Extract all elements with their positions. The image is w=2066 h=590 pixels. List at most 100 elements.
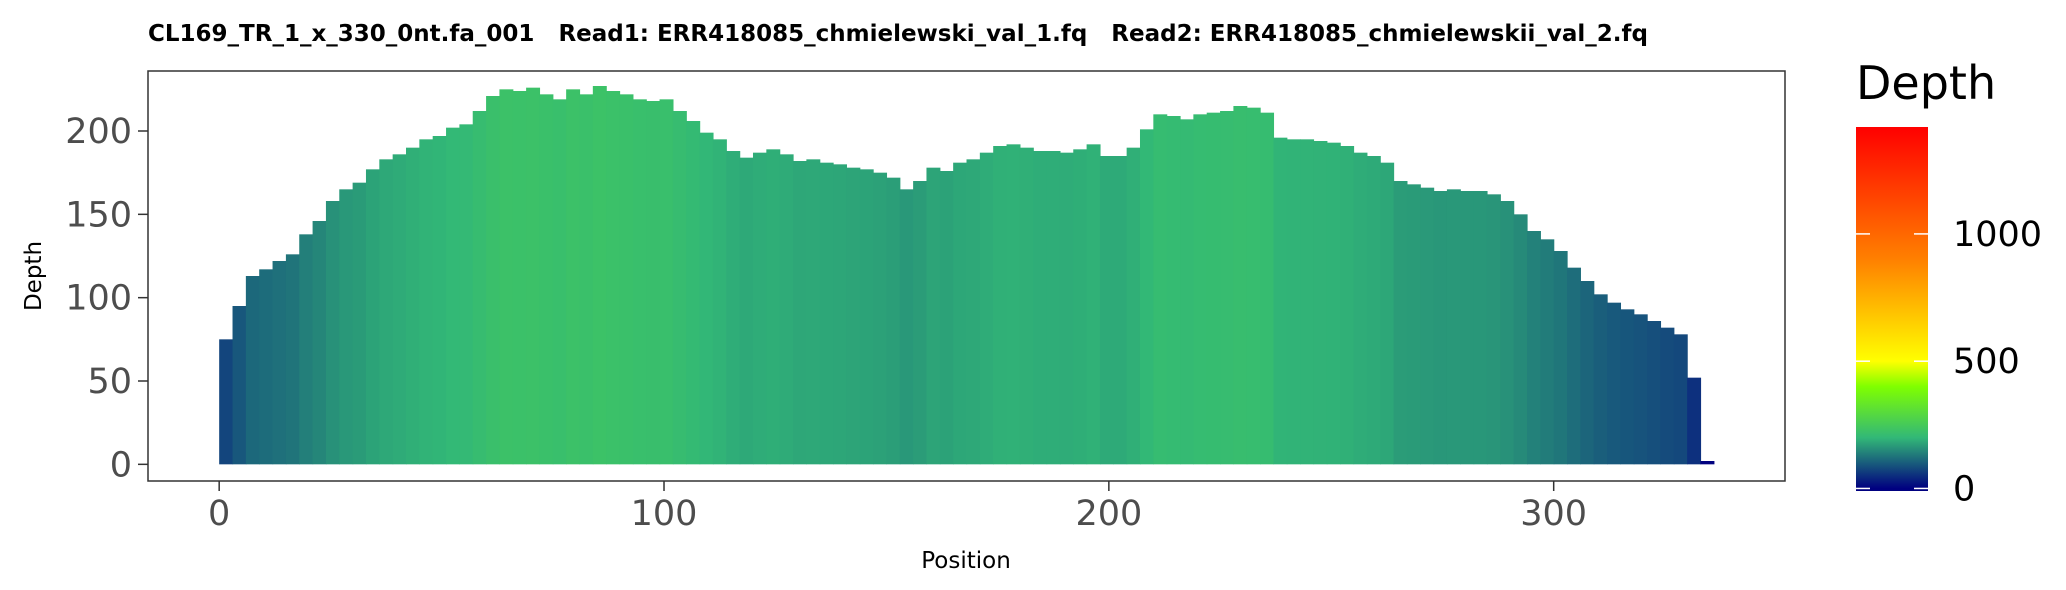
depth-bar (1139, 129, 1154, 465)
depth-bar (1019, 147, 1034, 465)
plot-panel-border (147, 70, 1786, 482)
depth-bar (339, 189, 354, 465)
depth-bar (1260, 112, 1275, 465)
depth-bar (806, 159, 821, 465)
depth-bar (1607, 302, 1622, 465)
depth-bar (1113, 156, 1128, 465)
depth-bar (1166, 116, 1181, 465)
depth-bar (1687, 377, 1702, 465)
depth-bar (499, 89, 514, 465)
depth-bar (1593, 294, 1608, 465)
depth-bar (459, 124, 474, 465)
y-tick-label: 200 (65, 112, 132, 152)
depth-bar (1500, 201, 1515, 465)
depth-bar (259, 269, 274, 465)
depth-bar (325, 201, 340, 465)
depth-bar (1567, 267, 1581, 465)
depth-bar (1380, 162, 1395, 465)
depth-bar (539, 94, 554, 465)
depth-bar (312, 221, 327, 465)
depth-bar (446, 127, 460, 465)
depth-bar (606, 91, 621, 465)
depth-bar (886, 177, 901, 465)
depth-bar (966, 159, 981, 465)
x-axis: 0 100 200 300 (208, 481, 1587, 534)
depth-bar (859, 169, 874, 465)
depth-bar (913, 181, 928, 465)
depth-bar (953, 162, 968, 465)
depth-bar (365, 169, 380, 465)
depth-bar (686, 121, 701, 465)
y-axis: 0 50 100 150 200 (65, 112, 148, 485)
x-tick-label: 100 (631, 494, 698, 534)
legend-tick-label: 500 (1953, 342, 2020, 382)
depth-bar (739, 157, 754, 465)
depth-bar (432, 136, 447, 465)
depth-bar (512, 91, 527, 465)
depth-bar (1193, 114, 1208, 465)
depth-bar (979, 152, 994, 465)
depth-bar (245, 276, 260, 465)
depth-bar (1286, 139, 1301, 465)
depth-bar (486, 96, 501, 465)
depth-bar (1460, 191, 1475, 465)
depth-bar (1059, 152, 1074, 465)
depth-bar (819, 162, 834, 465)
legend: Depth 0 500 1000 (1856, 56, 2042, 509)
depth-bar (712, 139, 727, 465)
depth-bar (766, 149, 781, 465)
depth-bar (899, 189, 914, 465)
depth-bar (672, 111, 687, 465)
depth-bar (793, 161, 807, 465)
depth-bar (1406, 184, 1421, 465)
depth-bar (1473, 191, 1488, 465)
depth-bar (285, 254, 300, 465)
depth-bar (392, 154, 407, 465)
depth-bar (1540, 239, 1555, 465)
depth-bar (726, 151, 741, 465)
depth-bar (779, 154, 794, 465)
depth-bar (406, 147, 420, 465)
depth-bar (1660, 327, 1675, 465)
depth-bar (1220, 111, 1235, 465)
depth-bar (926, 167, 941, 465)
depth-bar (846, 167, 861, 465)
depth-bar (1233, 106, 1248, 465)
depth-bar (632, 99, 647, 465)
depth-bar (1046, 151, 1061, 465)
depth-bar (699, 132, 714, 465)
depth-bar (352, 182, 367, 465)
depth-bar (566, 89, 581, 465)
x-axis-label: Position (921, 548, 1011, 574)
depth-bar (752, 152, 767, 465)
depth-bar (1340, 146, 1355, 465)
y-tick-label: 100 (65, 279, 132, 319)
depth-bar (272, 261, 287, 465)
depth-bar (1420, 187, 1435, 465)
depth-bar (1486, 194, 1501, 465)
depth-bar (939, 171, 954, 465)
depth-bar (1153, 114, 1168, 465)
depth-bar (1313, 141, 1328, 465)
depth-bar (1647, 321, 1662, 465)
depth-bar (833, 164, 847, 465)
depth-bar (1673, 334, 1688, 465)
x-tick-label: 300 (1520, 494, 1587, 534)
depth-bar (1553, 251, 1568, 465)
depth-bar (1099, 156, 1114, 465)
y-tick-label: 0 (110, 445, 132, 485)
legend-title: Depth (1856, 56, 1996, 110)
x-tick-label: 0 (208, 494, 230, 534)
depth-bar (1513, 214, 1528, 465)
depth-bar (646, 101, 661, 465)
bars-layer (219, 86, 1715, 465)
legend-tick-label: 0 (1953, 469, 1975, 509)
y-axis-label: Depth (21, 241, 47, 311)
depth-bar (1126, 147, 1141, 465)
depth-bar (592, 86, 607, 465)
depth-bar (1700, 461, 1715, 465)
legend-colorbar (1856, 127, 1928, 491)
depth-bar (1393, 181, 1408, 465)
depth-bar (579, 94, 594, 465)
